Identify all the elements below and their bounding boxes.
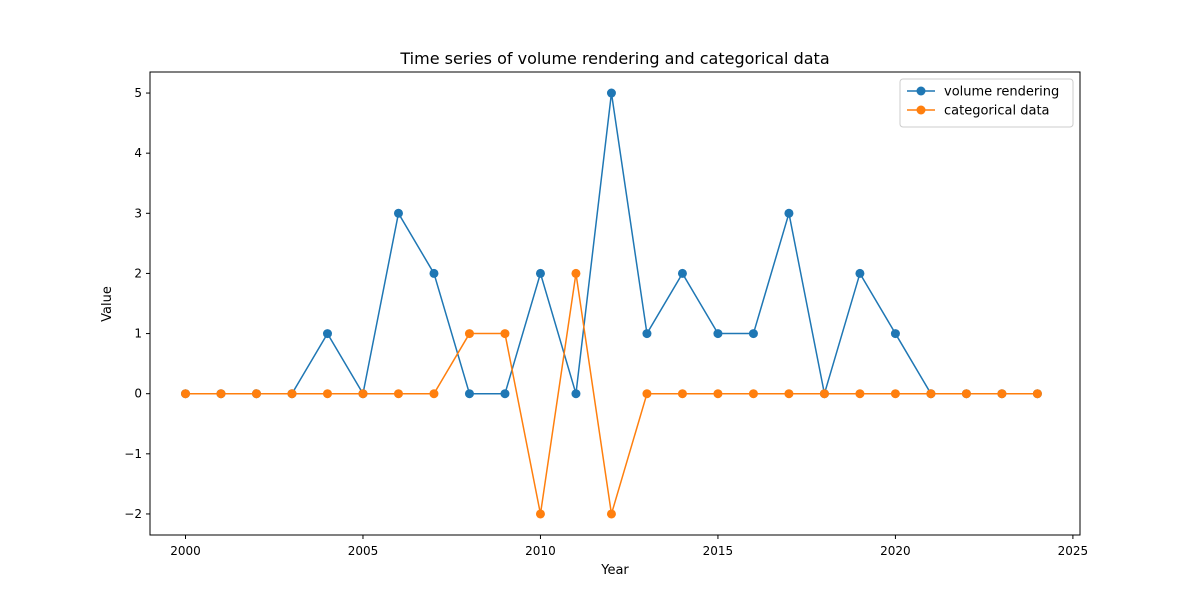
data-point bbox=[180, 389, 190, 399]
y-tick-label: 5 bbox=[134, 86, 142, 100]
data-point bbox=[961, 389, 971, 399]
x-tick-label: 2005 bbox=[348, 544, 379, 558]
y-tick-label: 3 bbox=[134, 206, 142, 220]
data-point bbox=[1032, 389, 1042, 399]
data-point bbox=[748, 329, 758, 339]
y-tick-label: 0 bbox=[134, 387, 142, 401]
data-point bbox=[393, 208, 403, 218]
data-point bbox=[216, 389, 226, 399]
data-point bbox=[890, 329, 900, 339]
y-tick-label: 2 bbox=[134, 266, 142, 280]
data-point bbox=[855, 268, 865, 278]
y-axis-label: Value bbox=[100, 286, 115, 322]
data-point bbox=[393, 389, 403, 399]
legend-label: volume rendering bbox=[944, 85, 1059, 100]
data-point bbox=[535, 509, 545, 519]
data-point bbox=[677, 389, 687, 399]
x-axis-label: Year bbox=[600, 563, 629, 578]
data-point bbox=[748, 389, 758, 399]
legend-marker bbox=[916, 86, 926, 96]
data-point bbox=[713, 389, 723, 399]
legend-label: categorical data bbox=[944, 104, 1050, 119]
data-point bbox=[322, 329, 332, 339]
x-tick-label: 2000 bbox=[170, 544, 201, 558]
data-point bbox=[429, 268, 439, 278]
y-tick-label: −1 bbox=[124, 447, 142, 461]
data-point bbox=[287, 389, 297, 399]
x-tick-label: 2025 bbox=[1058, 544, 1089, 558]
legend-item: categorical data bbox=[907, 104, 1050, 119]
series-layer bbox=[180, 88, 1042, 519]
data-point bbox=[784, 208, 794, 218]
x-tick-label: 2020 bbox=[880, 544, 911, 558]
legend-marker bbox=[916, 105, 926, 115]
y-tick-label: 1 bbox=[134, 327, 142, 341]
data-point bbox=[251, 389, 261, 399]
data-point bbox=[642, 329, 652, 339]
data-point bbox=[713, 329, 723, 339]
data-point bbox=[784, 389, 794, 399]
data-point bbox=[642, 389, 652, 399]
data-point bbox=[535, 268, 545, 278]
data-point bbox=[606, 509, 616, 519]
legend-box bbox=[899, 78, 1074, 128]
data-point bbox=[677, 268, 687, 278]
y-tick-label: 4 bbox=[134, 146, 142, 160]
data-point bbox=[606, 88, 616, 98]
data-point bbox=[571, 389, 581, 399]
data-point bbox=[926, 389, 936, 399]
data-point bbox=[500, 329, 510, 339]
data-point bbox=[500, 389, 510, 399]
x-axis: 2000 2005 2010 2015 2020 2025 bbox=[170, 535, 1088, 558]
data-point bbox=[890, 389, 900, 399]
data-point bbox=[819, 389, 829, 399]
plot-area-frame bbox=[149, 71, 1081, 536]
y-axis: −2 −1 0 1 2 3 4 5 bbox=[124, 86, 150, 521]
data-point bbox=[358, 389, 368, 399]
data-point bbox=[464, 389, 474, 399]
data-point bbox=[855, 389, 865, 399]
data-point bbox=[997, 389, 1007, 399]
x-tick-label: 2010 bbox=[525, 544, 556, 558]
data-point bbox=[464, 329, 474, 339]
chart-title: Time series of volume rendering and cate… bbox=[399, 49, 829, 68]
data-point bbox=[429, 389, 439, 399]
legend-item: volume rendering bbox=[907, 85, 1059, 100]
legend: volume rendering categorical data bbox=[899, 78, 1074, 128]
data-point bbox=[571, 268, 581, 278]
data-point bbox=[322, 389, 332, 399]
y-tick-label: −2 bbox=[124, 507, 142, 521]
x-tick-label: 2015 bbox=[703, 544, 734, 558]
series-2 bbox=[180, 268, 1042, 519]
